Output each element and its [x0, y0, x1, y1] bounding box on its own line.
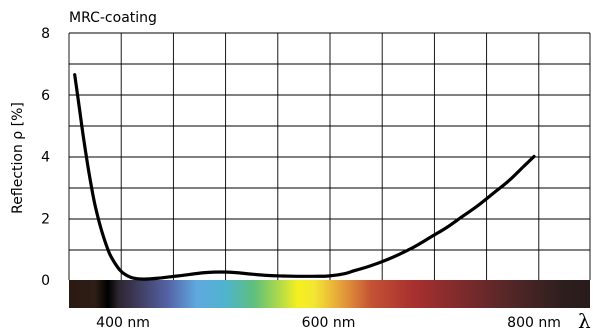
y-tick-labels: 0 2 4 6 8: [41, 26, 50, 289]
y-tick-label: 6: [41, 88, 50, 104]
x-tick-labels: 400 nm 600 nm 800 nm: [96, 315, 561, 331]
x-tick-label: 800 nm: [507, 315, 561, 331]
y-tick-label: 2: [41, 211, 50, 227]
x-axis-label: λ: [578, 309, 591, 331]
y-tick-label: 0: [41, 273, 50, 289]
y-axis-label: Reflection ρ [%]: [10, 102, 26, 214]
y-tick-label: 8: [41, 26, 50, 42]
x-tick-label: 400 nm: [96, 315, 150, 331]
x-tick-label: 600 nm: [302, 315, 356, 331]
reflection-curve: [73, 73, 536, 281]
chart-title: MRC-coating: [69, 10, 157, 26]
y-tick-label: 4: [41, 150, 50, 166]
spectrum-bar: [69, 280, 590, 308]
vertical-gridlines: [68, 33, 591, 280]
